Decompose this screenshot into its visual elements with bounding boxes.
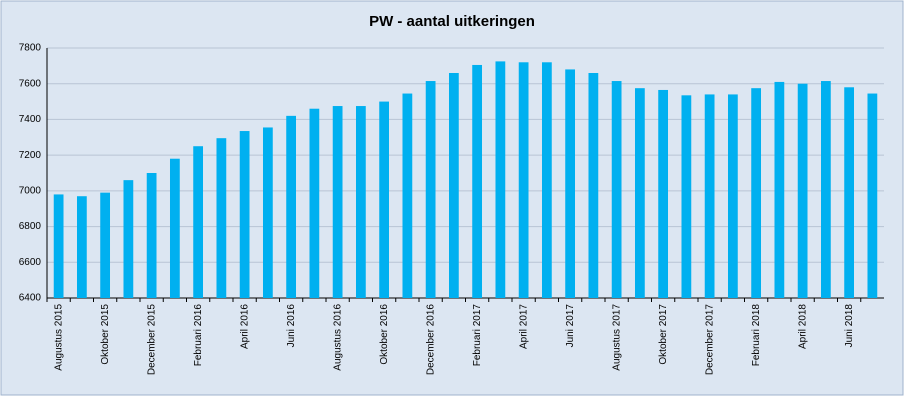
bar [332, 106, 343, 299]
y-tick-label: 6400 [19, 293, 42, 304]
x-tick-label: Februari 2017 [472, 304, 483, 367]
y-tick-label: 7600 [19, 78, 42, 89]
x-tick-label: April 2018 [797, 304, 808, 349]
y-tick-label: 7000 [19, 185, 42, 196]
bar [495, 61, 506, 299]
x-tick-label: December 2017 [704, 304, 715, 376]
bar [518, 62, 529, 299]
x-tick-label: April 2016 [239, 304, 250, 349]
chart-title: PW - aantal uitkeringen [369, 13, 535, 30]
bar [448, 73, 459, 298]
x-tick-label: Juni 2017 [565, 304, 576, 348]
x-tick-label: December 2015 [146, 304, 157, 376]
bar [123, 180, 134, 298]
bar [774, 81, 785, 298]
x-tick-label: Oktober 2015 [100, 304, 111, 365]
bar [309, 108, 320, 298]
bar [658, 89, 669, 298]
bar [727, 94, 738, 298]
x-tick-label: Februari 2016 [193, 304, 204, 367]
x-tick-label: Juni 2016 [286, 304, 297, 348]
y-tick-label: 7200 [19, 150, 42, 161]
bar [472, 64, 483, 298]
bar [100, 192, 111, 298]
bar [541, 62, 552, 299]
x-tick-label: Augustus 2017 [611, 304, 622, 371]
bar [704, 94, 715, 298]
x-tick-label: Oktober 2017 [658, 304, 669, 365]
bar [216, 138, 227, 298]
bar [681, 95, 692, 298]
x-tick-label: Oktober 2016 [379, 304, 390, 365]
y-tick-label: 6800 [19, 221, 42, 232]
x-tick-label: Augustus 2015 [53, 304, 64, 371]
bar [425, 81, 436, 299]
bar [169, 158, 180, 298]
bar [53, 194, 64, 298]
y-tick-label: 7400 [19, 114, 42, 125]
y-tick-label: 6600 [19, 257, 42, 268]
bar [820, 81, 831, 299]
bar [565, 69, 576, 298]
bar [379, 101, 390, 298]
x-tick-label: December 2016 [425, 304, 436, 376]
bar [262, 127, 273, 298]
bar [286, 115, 297, 298]
bar [634, 88, 645, 298]
bar [146, 173, 157, 298]
bar [402, 93, 413, 299]
bar [611, 81, 622, 299]
y-tick-label: 7800 [19, 43, 42, 54]
bar [844, 87, 855, 299]
x-tick-label: Februari 2018 [751, 304, 762, 367]
x-tick-label: Augustus 2016 [332, 304, 343, 371]
bar [751, 88, 762, 298]
bar [239, 131, 250, 298]
bar [193, 146, 204, 298]
bar [867, 93, 878, 299]
x-tick-label: Juni 2018 [844, 304, 855, 348]
bar [797, 83, 808, 298]
bar [76, 196, 87, 298]
bar [588, 73, 599, 298]
x-tick-label: April 2017 [518, 304, 529, 349]
bar [355, 106, 366, 299]
